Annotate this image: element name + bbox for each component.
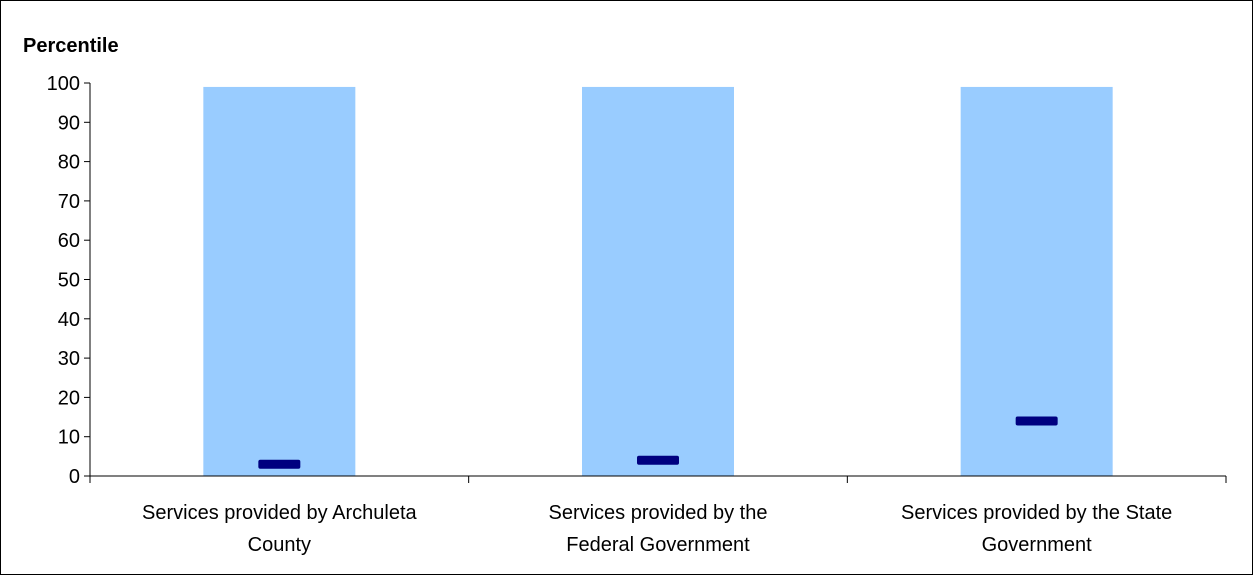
percentile-marker <box>258 459 301 469</box>
range-bar <box>960 86 1113 477</box>
percentile-marker <box>637 455 679 465</box>
y-tick-label: 90 <box>58 112 80 134</box>
tick-labels: 0 10 20 30 40 50 60 70 80 90 100 Services provided … <box>47 73 1173 556</box>
x-tick-label-line: County <box>248 534 311 556</box>
y-tick-label: 30 <box>58 348 80 370</box>
plot-area <box>203 86 1113 477</box>
x-tick-label-line: Services provided by the State <box>901 502 1172 524</box>
y-tick-label: 60 <box>58 230 80 252</box>
range-bar <box>203 86 356 477</box>
axes <box>84 82 1227 483</box>
y-axis-label: Percentile <box>23 35 119 57</box>
range-bar <box>582 86 734 477</box>
y-tick-label: 10 <box>58 427 80 449</box>
x-tick-label: Services provided by the Federal Governme… <box>548 502 767 556</box>
x-tick-label-line: Services provided by Archuleta <box>142 502 417 524</box>
percentile-marker <box>1015 416 1058 426</box>
y-tick-label: 50 <box>58 270 80 292</box>
x-tick-label-line: Services provided by the <box>548 502 767 524</box>
y-tick-label: 0 <box>69 466 80 488</box>
x-tick-label: Services provided by the State Government <box>901 502 1172 556</box>
y-tick-label: 100 <box>47 73 80 95</box>
y-tick-label: 70 <box>58 191 80 213</box>
y-tick-label: 20 <box>58 387 80 409</box>
y-tick-label: 40 <box>58 309 80 331</box>
y-tick-label: 80 <box>58 152 80 174</box>
x-tick-label: Services provided by Archuleta County <box>142 502 417 556</box>
x-tick-label-line: Government <box>982 534 1092 556</box>
x-tick-label-line: Federal Government <box>566 534 750 556</box>
